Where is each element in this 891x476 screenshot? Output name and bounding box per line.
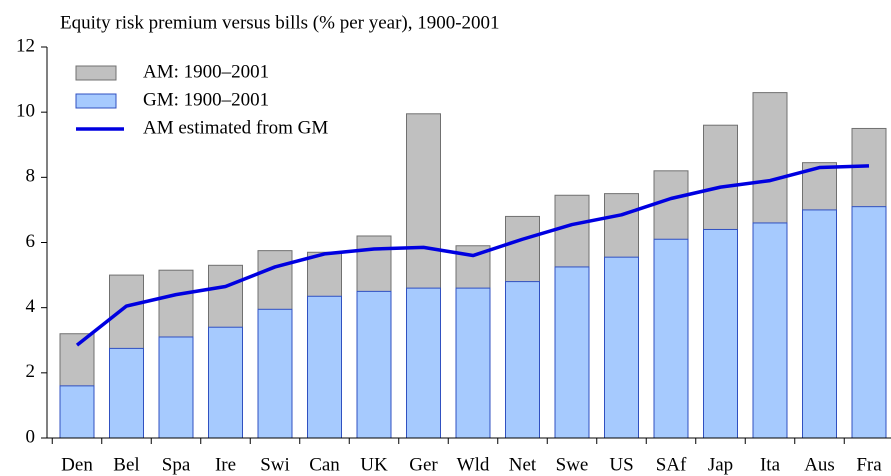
legend-label: AM estimated from GM	[143, 117, 328, 138]
y-tick-label: 10	[16, 101, 35, 122]
y-tick-label: 4	[26, 296, 36, 317]
line	[75, 164, 870, 347]
x-tick-label: Swe	[556, 454, 589, 475]
x-tick-label: SAf	[656, 454, 687, 475]
bar	[307, 295, 342, 439]
bar	[505, 281, 540, 439]
bar	[455, 287, 491, 439]
x-tick-label: Spa	[162, 454, 191, 475]
x-tick-label: Swi	[260, 454, 290, 475]
chart-title: Equity risk premium versus bills (% per …	[60, 12, 500, 33]
bar	[109, 347, 144, 439]
x-tick-label: Wld	[457, 454, 490, 475]
y-tick-label: 2	[26, 361, 36, 382]
bar	[257, 308, 293, 439]
bar	[703, 228, 738, 439]
bar	[208, 326, 243, 439]
y-tick-label: 8	[26, 166, 36, 187]
bar	[851, 206, 887, 439]
x-tick-label: UK	[360, 454, 388, 475]
legend-swatch	[75, 93, 117, 109]
bar	[653, 238, 689, 439]
x-tick-label: Den	[61, 454, 93, 475]
bar	[59, 385, 95, 439]
x-tick-label: Aus	[804, 454, 835, 475]
bar	[802, 209, 837, 439]
bar	[752, 222, 788, 439]
x-tick-label: Ita	[760, 454, 781, 475]
bar	[158, 336, 194, 439]
x-tick-label: Can	[309, 454, 340, 475]
x-tick-label: Fra	[856, 454, 882, 475]
y-tick-label: 0	[26, 426, 36, 447]
x-tick-label: Net	[509, 454, 537, 475]
x-tick-label: Jap	[708, 454, 733, 475]
legend-label: GM: 1900–2001	[143, 89, 269, 110]
x-tick-label: Ire	[215, 454, 236, 475]
legend-swatch	[75, 65, 117, 81]
x-tick-label: US	[609, 454, 633, 475]
legend-label: AM: 1900–2001	[143, 61, 269, 82]
y-tick-label: 12	[16, 35, 35, 56]
x-tick-label: Bel	[113, 454, 139, 475]
bar	[554, 266, 590, 439]
x-tick-label: Ger	[409, 454, 438, 475]
bar	[356, 290, 392, 439]
bar	[604, 256, 639, 439]
bar	[406, 287, 441, 439]
y-tick-label: 6	[26, 231, 36, 252]
